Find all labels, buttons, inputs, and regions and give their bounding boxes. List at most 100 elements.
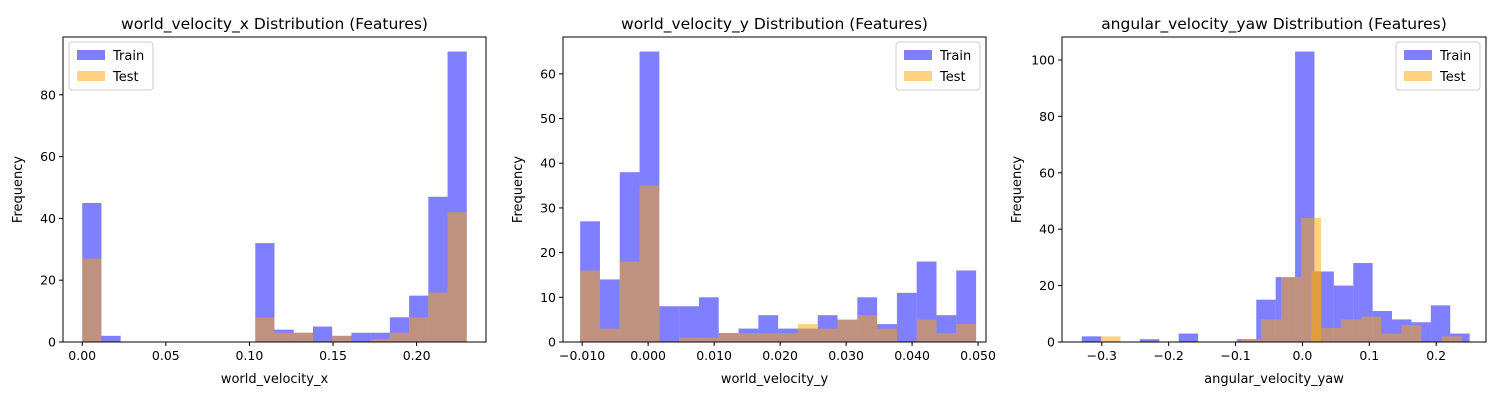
histogram-bar (101, 335, 121, 342)
histogram-bar (837, 319, 858, 342)
histogram-bar (599, 328, 620, 342)
y-tick-label: 100 (1031, 52, 1055, 67)
histogram-bar (1321, 327, 1342, 342)
histogram-bar (758, 333, 779, 342)
y-tick-label: 60 (40, 149, 56, 164)
x-tick-label: 0.20 (403, 348, 431, 363)
x-axis-label: angular_velocity_yaw (1204, 372, 1344, 387)
series-test (82, 212, 467, 342)
axes-frame (62, 36, 487, 343)
histogram-bar (679, 337, 699, 342)
legend-swatch-test (1404, 71, 1432, 81)
x-axis-label: world_velocity_x (221, 372, 329, 387)
histogram-bar (1341, 319, 1362, 342)
y-tick-label: 30 (540, 200, 556, 215)
y-tick-label: 60 (1039, 165, 1055, 180)
histogram-bar (1381, 333, 1402, 342)
legend-label-train: Train (939, 49, 971, 64)
series-train (1081, 51, 1470, 343)
histogram-bar (679, 306, 699, 342)
legend-label-test: Test (1439, 70, 1466, 85)
chart-3: −0.3 −0.2 −0.1 0.0 0.1 0.2 0 20 40 60 80 100 angular… (1010, 15, 1487, 387)
x-tick-label: 0.1 (1359, 348, 1379, 363)
chart-title: angular_velocity_yaw Distribution (Featu… (1101, 15, 1447, 34)
histogram-bar (936, 333, 957, 342)
x-tick-label: 0.05 (152, 348, 180, 363)
y-axis-label: Frequency (11, 156, 26, 223)
y-tick-label: 20 (40, 273, 56, 288)
legend-label-test: Test (939, 70, 966, 85)
axes-frame (1061, 36, 1487, 343)
legend-swatch-test (77, 71, 105, 81)
histogram-bar (857, 315, 878, 342)
histogram-bar (797, 324, 818, 342)
histogram-bar (1139, 339, 1160, 342)
histogram-bar (332, 335, 352, 342)
legend-swatch-train (1404, 50, 1432, 60)
series-test (1100, 217, 1462, 342)
legend-swatch-train (77, 50, 105, 60)
histogram-bar (1178, 333, 1199, 342)
y-axis-label: Frequency (1010, 156, 1025, 223)
y-tick-label: 0 (548, 335, 556, 350)
x-tick-label: 0.000 (630, 348, 666, 363)
legend-label-test: Test (112, 70, 139, 85)
histogram-bar (639, 185, 660, 342)
histogram-bar (1281, 277, 1302, 342)
chart-title: world_velocity_x Distribution (Features) (121, 15, 428, 34)
histogram-bar (274, 332, 294, 342)
histogram-bar (351, 332, 371, 342)
histogram-bar (447, 212, 467, 342)
histogram-bar (1361, 316, 1382, 342)
y-tick-label: 60 (540, 66, 556, 81)
chart-2: −0.010 0.000 0.010 0.020 0.030 0.040 0.050 0 10 2… (511, 15, 996, 387)
x-tick-label: 0.0 (1292, 348, 1312, 363)
x-tick-label: 0.2 (1426, 348, 1446, 363)
series-test (580, 185, 977, 342)
histogram-bar (293, 332, 313, 342)
x-tick-label: −0.010 (559, 348, 605, 363)
histogram-bar (659, 306, 680, 342)
histogram-bar (1081, 336, 1102, 342)
y-tick-label: 80 (40, 87, 56, 102)
y-tick-label: 40 (1039, 222, 1055, 237)
x-tick-label: 0.030 (828, 348, 864, 363)
x-tick-label: −0.1 (1220, 348, 1250, 363)
x-tick-label: 0.10 (235, 348, 263, 363)
histogram-bar (312, 326, 333, 342)
y-tick-label: 20 (1039, 278, 1055, 293)
legend-label-train: Train (112, 49, 144, 64)
histogram-bar (428, 292, 448, 342)
histogram-bar (817, 328, 838, 342)
histogram-bar (370, 332, 390, 342)
histogram-bar (580, 270, 600, 342)
histogram-bar (698, 297, 719, 342)
x-tick-label: 0.050 (960, 348, 996, 363)
histogram-bar (1430, 305, 1451, 342)
y-tick-label: 10 (540, 290, 556, 305)
y-tick-label: 80 (1039, 109, 1055, 124)
y-axis-label: Frequency (511, 156, 526, 223)
histogram-bar (619, 261, 640, 342)
axes-frame (562, 36, 987, 343)
histogram-bar (956, 324, 977, 342)
legend: Train Test (68, 41, 154, 91)
y-tick-label: 0 (48, 335, 56, 350)
series-train (82, 51, 467, 343)
histogram-bar (877, 328, 897, 342)
y-tick-label: 40 (540, 156, 556, 171)
histogram-bar (1100, 336, 1121, 342)
x-axis-label: world_velocity_y (721, 372, 829, 387)
histogram-bar (778, 333, 798, 342)
legend: Train Test (1395, 41, 1481, 91)
x-tick-label: 0.040 (894, 348, 930, 363)
histogram-bar (1401, 325, 1422, 342)
y-tick-label: 0 (1047, 335, 1055, 350)
histogram-bar (916, 319, 937, 342)
histogram-bar (1441, 336, 1462, 342)
histogram-bar (896, 292, 917, 342)
histogram-bar (1240, 339, 1261, 342)
x-tick-label: 0.010 (696, 348, 732, 363)
histogram-bar (255, 317, 275, 342)
